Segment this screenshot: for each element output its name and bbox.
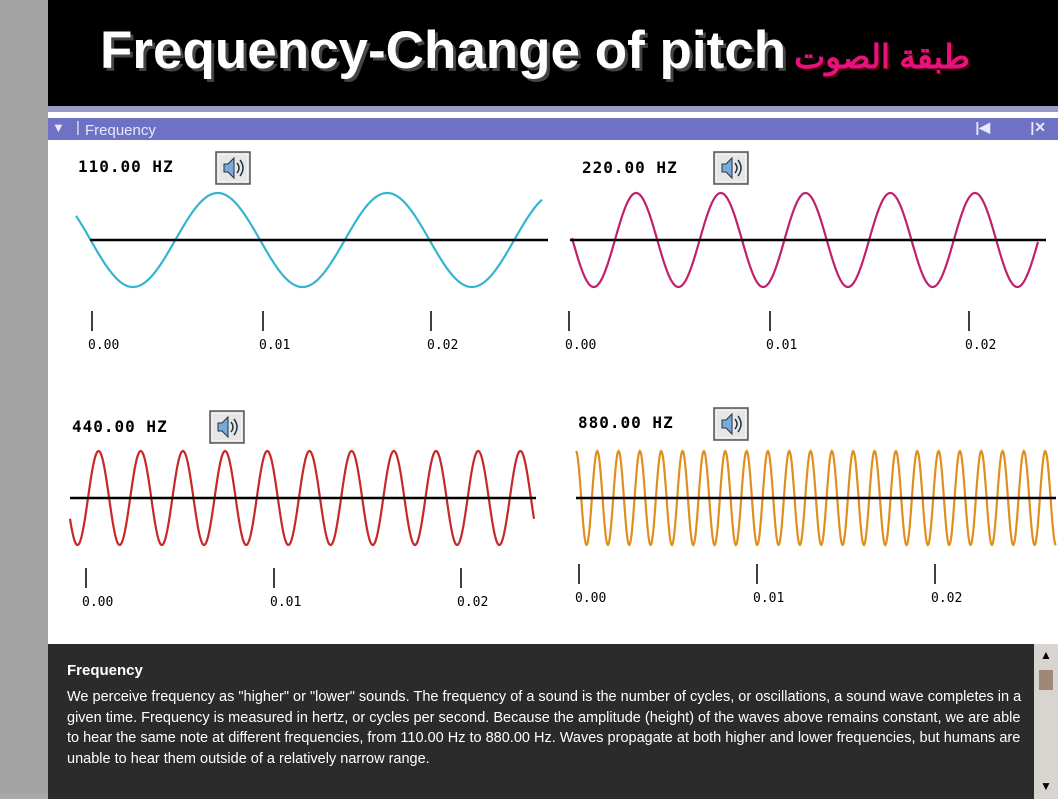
frequency-window: 110.00 HZ 0.00 0.01 0.02 220.00 HZ 0.00 0.01 0.… xyxy=(48,106,1058,799)
waveform-panel: 440.00 HZ 0.00 0.01 0.02 xyxy=(68,410,536,610)
window-title: Frequency xyxy=(85,122,156,139)
waveform-panel: 880.00 HZ 0.00 0.01 0.02 xyxy=(575,407,1057,606)
tick-label: 0.00 xyxy=(88,338,119,353)
scroll-thumb[interactable] xyxy=(1039,670,1053,690)
frequency-label: 440.00 HZ xyxy=(72,417,168,436)
frequency-label: 220.00 HZ xyxy=(582,158,678,177)
tick-label: 0.02 xyxy=(427,338,458,353)
speaker-cone xyxy=(721,412,733,436)
close-icon[interactable]: |✕ xyxy=(1030,119,1046,135)
tick-label: 0.00 xyxy=(565,338,596,353)
speaker-cone xyxy=(217,415,229,439)
speaker-wave-small xyxy=(734,418,738,430)
speaker-wave-large xyxy=(233,418,238,436)
info-panel: Frequency We perceive frequency as "high… xyxy=(48,644,1058,799)
speaker-wave-small xyxy=(236,162,240,174)
info-scrollbar[interactable]: ▲ ▼ xyxy=(1034,644,1058,799)
waveform-line xyxy=(575,449,1057,547)
tick-label: 0.00 xyxy=(82,595,113,610)
left-margin-strip xyxy=(0,0,48,793)
scroll-down-icon[interactable]: ▼ xyxy=(1040,779,1052,793)
tick-label: 0.01 xyxy=(766,338,797,353)
waveform-line xyxy=(75,191,543,289)
waveform-plots: 110.00 HZ 0.00 0.01 0.02 220.00 HZ 0.00 0.01 0.… xyxy=(68,151,1057,610)
tick-label: 0.01 xyxy=(753,591,784,606)
skip-back-icon[interactable]: |◀ xyxy=(975,119,990,135)
speaker-wave-small xyxy=(230,421,234,433)
info-title: Frequency xyxy=(67,662,143,679)
tick-label: 0.02 xyxy=(965,338,996,353)
slide-title: Frequency-Change of pitch طبقة الصوت xyxy=(100,20,970,81)
waveform-panel: 110.00 HZ 0.00 0.01 0.02 xyxy=(75,151,548,353)
speaker-icon[interactable] xyxy=(215,151,251,185)
waveform-line xyxy=(68,449,536,547)
speaker-cone xyxy=(721,156,733,180)
speaker-wave-large xyxy=(737,415,742,433)
speaker-icon[interactable] xyxy=(713,407,749,441)
header-separator: | xyxy=(76,119,80,136)
speaker-icon[interactable] xyxy=(713,151,749,185)
tick-label: 0.02 xyxy=(931,591,962,606)
tick-label: 0.00 xyxy=(575,591,606,606)
speaker-icon[interactable] xyxy=(209,410,245,444)
tick-label: 0.02 xyxy=(457,595,488,610)
tick-label: 0.01 xyxy=(259,338,290,353)
slide-title-bar: Frequency-Change of pitch طبقة الصوت xyxy=(48,0,1058,106)
tick-label: 0.01 xyxy=(270,595,301,610)
triangle-down-icon[interactable]: ▼ xyxy=(52,120,65,135)
speaker-cone xyxy=(223,156,235,180)
info-text: We perceive frequency as "higher" or "lo… xyxy=(67,689,1022,767)
scroll-up-icon[interactable]: ▲ xyxy=(1040,648,1052,662)
slide-title-arabic: طبقة الصوت xyxy=(794,38,970,75)
speaker-wave-large xyxy=(737,159,742,177)
slide-title-text: Frequency-Change of pitch xyxy=(100,21,787,80)
waveform-line xyxy=(570,191,1040,289)
waveform-panel: 220.00 HZ 0.00 0.01 0.02 xyxy=(565,151,1046,353)
frequency-label: 880.00 HZ xyxy=(578,413,674,432)
window-header: ▼ | Frequency |◀ |✕ xyxy=(48,118,1058,140)
frequency-label: 110.00 HZ xyxy=(78,157,174,176)
speaker-wave-large xyxy=(239,159,244,177)
speaker-wave-small xyxy=(734,162,738,174)
